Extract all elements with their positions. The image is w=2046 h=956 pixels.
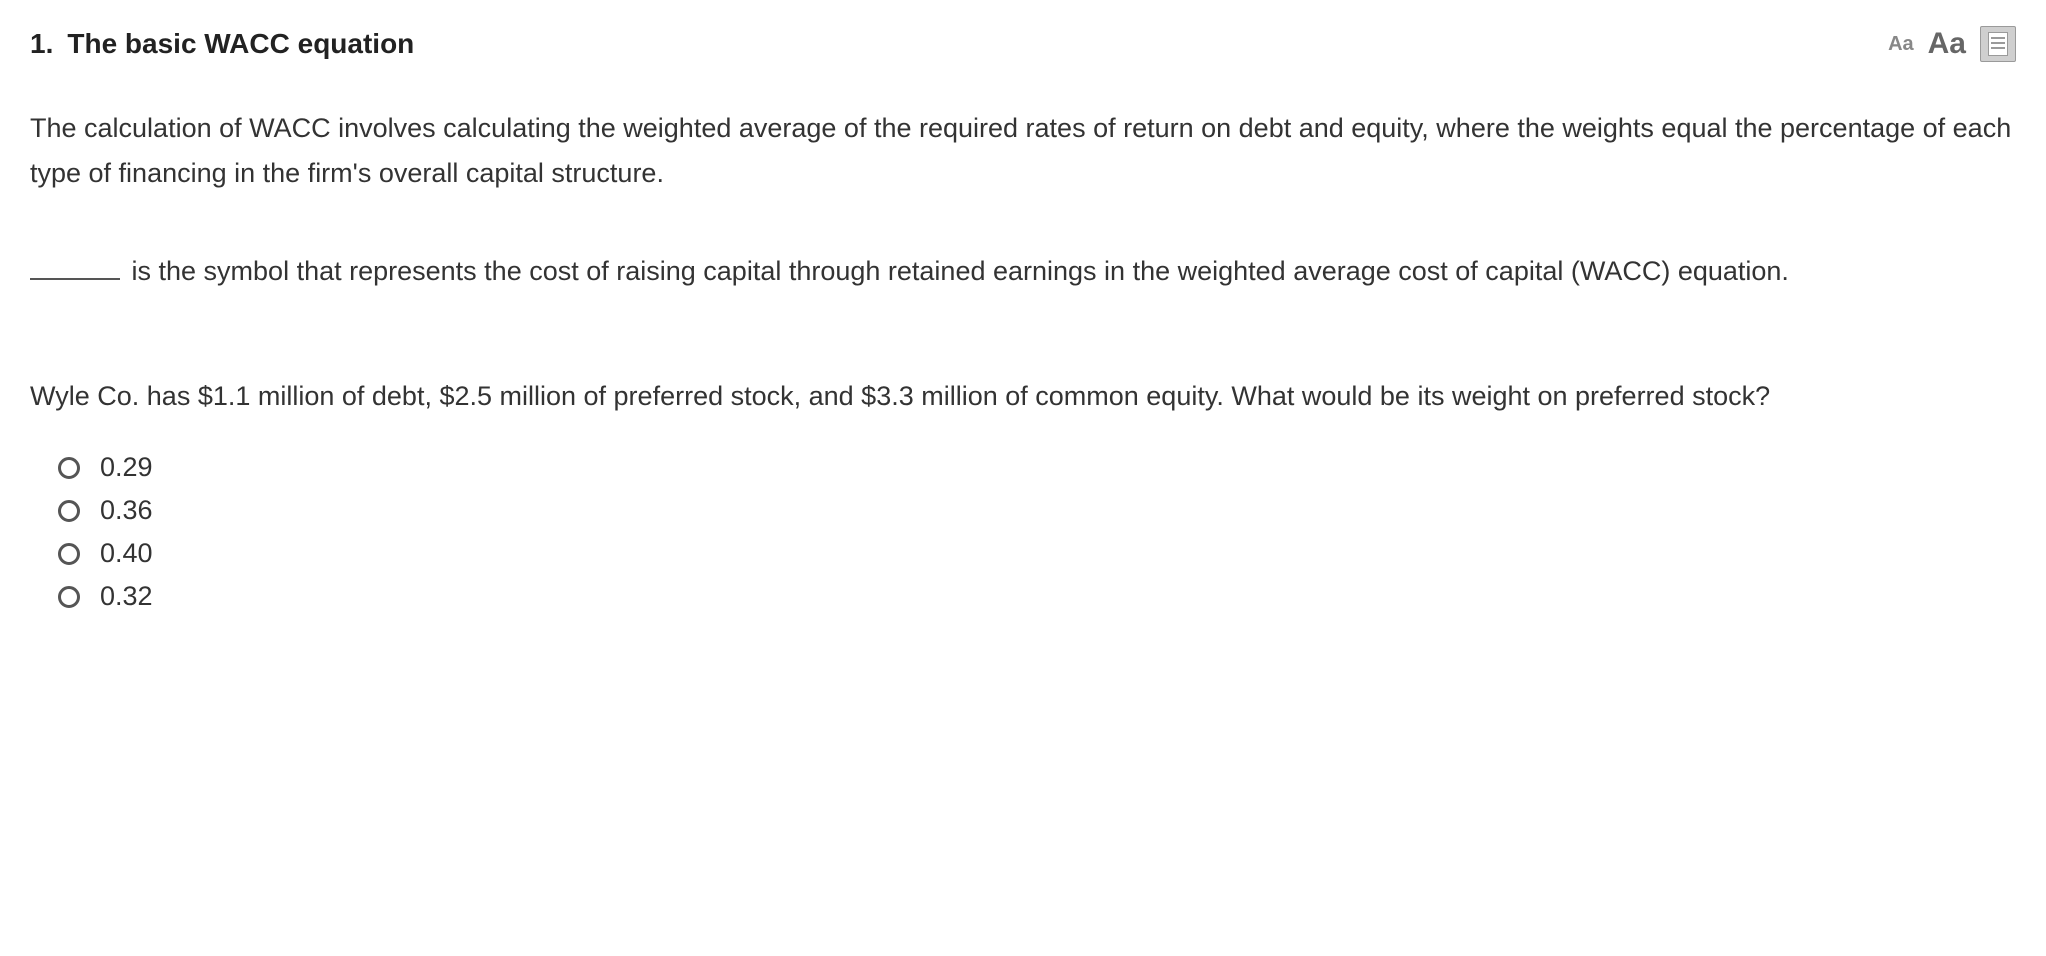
radio-icon[interactable] bbox=[58, 586, 80, 608]
fill-in-blank-sentence: is the symbol that represents the cost o… bbox=[30, 249, 2016, 294]
option-row[interactable]: 0.32 bbox=[58, 581, 2016, 612]
option-row[interactable]: 0.36 bbox=[58, 495, 2016, 526]
header-row: 1. The basic WACC equation Aa Aa bbox=[30, 26, 2016, 62]
question-title: The basic WACC equation bbox=[67, 28, 414, 60]
fill-blank-text: is the symbol that represents the cost o… bbox=[132, 256, 1789, 286]
option-row[interactable]: 0.29 bbox=[58, 452, 2016, 483]
print-icon[interactable] bbox=[1980, 26, 2016, 62]
toolbar: Aa Aa bbox=[1888, 26, 2016, 62]
option-row[interactable]: 0.40 bbox=[58, 538, 2016, 569]
option-label: 0.40 bbox=[100, 538, 153, 569]
option-label: 0.36 bbox=[100, 495, 153, 526]
title-group: 1. The basic WACC equation bbox=[30, 28, 414, 60]
options-group: 0.29 0.36 0.40 0.32 bbox=[30, 452, 2016, 612]
option-label: 0.32 bbox=[100, 581, 153, 612]
font-size-small-button[interactable]: Aa bbox=[1888, 33, 1914, 56]
radio-icon[interactable] bbox=[58, 457, 80, 479]
mcq-question: Wyle Co. has $1.1 million of debt, $2.5 … bbox=[30, 374, 2016, 419]
radio-icon[interactable] bbox=[58, 543, 80, 565]
font-size-large-button[interactable]: Aa bbox=[1928, 27, 1966, 61]
blank-field[interactable] bbox=[30, 278, 120, 280]
option-label: 0.29 bbox=[100, 452, 153, 483]
question-number: 1. bbox=[30, 28, 53, 60]
question-page: 1. The basic WACC equation Aa Aa The cal… bbox=[0, 0, 2046, 654]
radio-icon[interactable] bbox=[58, 500, 80, 522]
intro-paragraph: The calculation of WACC involves calcula… bbox=[30, 106, 2016, 195]
